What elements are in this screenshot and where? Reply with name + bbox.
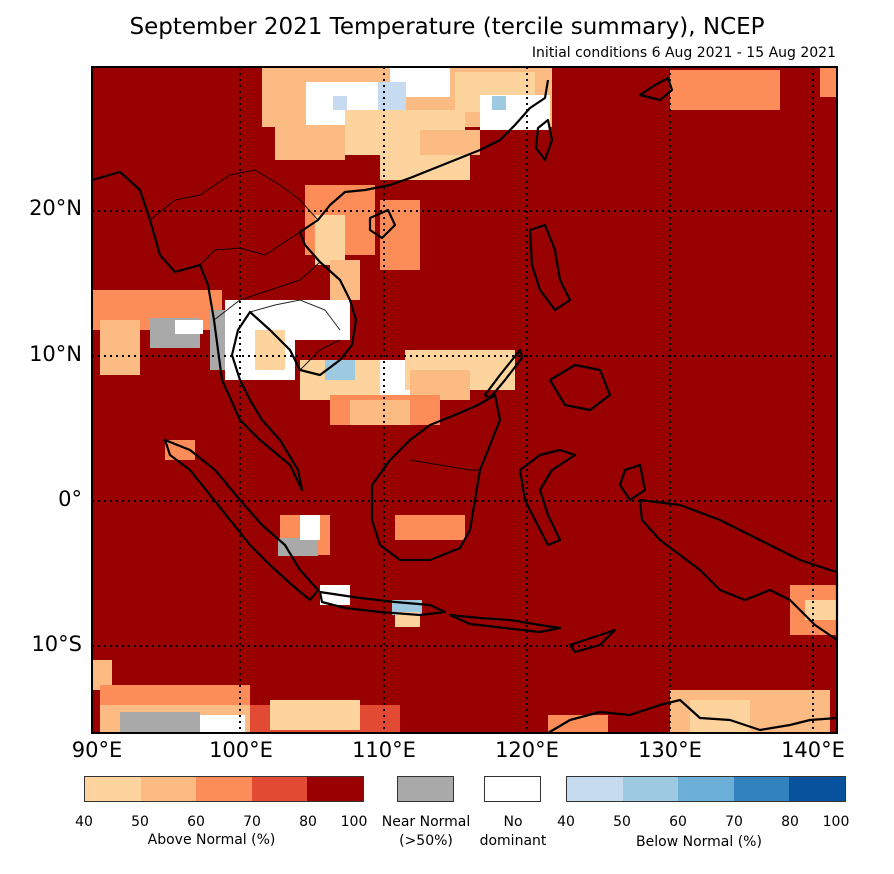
lat-label-20n: 20°N xyxy=(29,196,82,220)
below-normal-colorbar xyxy=(566,776,846,802)
tercile-cell xyxy=(492,96,506,110)
tercile-cell xyxy=(275,125,345,160)
above-tick: 80 xyxy=(299,814,317,830)
lat-label-10s: 10°S xyxy=(31,632,82,656)
tercile-cell xyxy=(255,330,285,370)
no-dominant-caption-1: No xyxy=(503,814,523,830)
tercile-cell xyxy=(92,660,112,690)
below-tick: 80 xyxy=(781,814,799,830)
lon-label-130e: 130°E xyxy=(638,738,702,762)
tercile-cell xyxy=(290,300,350,340)
below-tick: 40 xyxy=(557,814,575,830)
lon-label-110e: 110°E xyxy=(352,738,416,762)
above-swatch-60 xyxy=(196,777,252,801)
near-normal-caption-1: Near Normal xyxy=(381,814,471,830)
tercile-cell xyxy=(670,70,780,110)
below-swatch-60 xyxy=(678,777,734,801)
below-tick: 50 xyxy=(613,814,631,830)
no-dominant-caption-2: dominant xyxy=(479,833,547,849)
tercile-cell xyxy=(820,67,837,97)
near-normal-swatch xyxy=(397,776,454,802)
below-swatch-70 xyxy=(733,777,790,801)
near-normal-caption-2: (>50%) xyxy=(399,833,453,849)
above-tick: 40 xyxy=(75,814,93,830)
tercile-cell xyxy=(805,600,837,620)
map-subtitle: Initial conditions 6 Aug 2021 - 15 Aug 2… xyxy=(531,45,836,61)
below-tick: 70 xyxy=(725,814,743,830)
lon-label-140e: 140°E xyxy=(781,738,845,762)
above-swatch-40 xyxy=(85,777,141,801)
above-normal-caption: Above Normal (%) xyxy=(147,832,276,848)
tercile-cells xyxy=(92,67,837,733)
lon-label-120e: 120°E xyxy=(495,738,559,762)
above-normal-colorbar xyxy=(84,776,364,802)
above-tick: 100 xyxy=(340,814,368,830)
tercile-cell xyxy=(395,515,465,540)
no-dominant-swatch xyxy=(484,776,541,802)
below-swatch-40 xyxy=(567,777,623,801)
tercile-cell xyxy=(270,700,360,730)
tercile-cell xyxy=(333,96,347,110)
tercile-cell xyxy=(548,715,608,733)
tercile-cell xyxy=(420,130,480,155)
tercile-cell xyxy=(690,700,750,733)
tercile-cell xyxy=(325,360,355,380)
below-tick: 60 xyxy=(669,814,687,830)
above-tick: 60 xyxy=(187,814,205,830)
lon-label-90e: 90°E xyxy=(71,738,123,762)
lat-label-10n: 10°N xyxy=(29,342,82,366)
forecast-map xyxy=(91,66,839,734)
below-swatch-80 xyxy=(789,777,845,801)
tercile-cell xyxy=(350,400,410,425)
map-frame xyxy=(91,66,838,734)
tercile-cell xyxy=(330,260,360,300)
above-swatch-70 xyxy=(251,777,308,801)
tercile-cell xyxy=(165,440,195,460)
above-swatch-50 xyxy=(140,777,197,801)
tercile-cell xyxy=(300,515,320,540)
below-normal-caption: Below Normal (%) xyxy=(636,834,762,850)
above-tick: 70 xyxy=(243,814,261,830)
tercile-cell xyxy=(378,82,406,110)
map-title: September 2021 Temperature (tercile summ… xyxy=(129,14,765,40)
below-swatch-50 xyxy=(622,777,679,801)
tercile-cell xyxy=(120,712,200,733)
tercile-cell xyxy=(100,320,140,375)
tercile-cell xyxy=(175,320,203,334)
above-swatch-80 xyxy=(307,777,363,801)
above-tick: 50 xyxy=(131,814,149,830)
gridlines xyxy=(92,67,837,733)
tercile-cell xyxy=(278,538,318,556)
tercile-cell xyxy=(200,715,245,733)
tercile-cell xyxy=(315,215,345,265)
lat-label-0: 0° xyxy=(58,487,82,511)
below-tick: 100 xyxy=(822,814,850,830)
tercile-cell xyxy=(395,612,420,627)
lon-label-100e: 100°E xyxy=(209,738,273,762)
